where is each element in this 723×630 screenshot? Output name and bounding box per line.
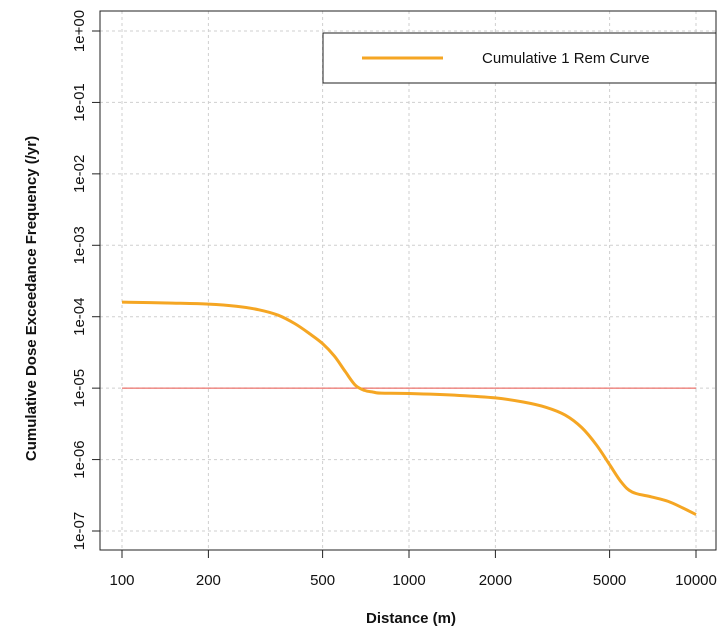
x-tick-label: 10000 [675,572,717,589]
plot-frame [99,10,717,551]
x-tick-label: 1000 [392,572,425,589]
y-axis-title: Cumulative Dose Exceedance Frequency (/y… [23,136,40,461]
legend: Cumulative 1 Rem Curve [322,32,717,84]
y-tick-label: 1e-06 [71,440,88,478]
x-tick-label: 2000 [479,572,512,589]
y-axis: 1e+00 1e-01 1e-02 1e-03 1e-04 1e-05 1e-06 1e-07 [71,10,100,550]
x-axis-title: Distance (m) [366,610,456,627]
x-tick-label: 5000 [593,572,626,589]
y-tick-label: 1e-04 [71,298,88,336]
legend-label: Cumulative 1 Rem Curve [482,50,650,67]
grid [100,11,716,550]
y-tick-label: 1e-01 [71,83,88,121]
y-tick-label: 1e-05 [71,369,88,407]
series-line-cumulative [121,300,697,516]
x-tick-label: 500 [310,572,335,589]
y-tick-label: 1e+00 [71,10,88,52]
y-tick-label: 1e-07 [71,512,88,550]
y-tick-label: 1e-03 [71,226,88,264]
x-tick-label: 100 [109,572,134,589]
y-tick-label: 1e-02 [71,155,88,193]
x-axis: 100 200 500 1000 2000 5000 10000 [109,550,717,589]
x-tick-label: 200 [196,572,221,589]
series-layer [121,300,697,516]
